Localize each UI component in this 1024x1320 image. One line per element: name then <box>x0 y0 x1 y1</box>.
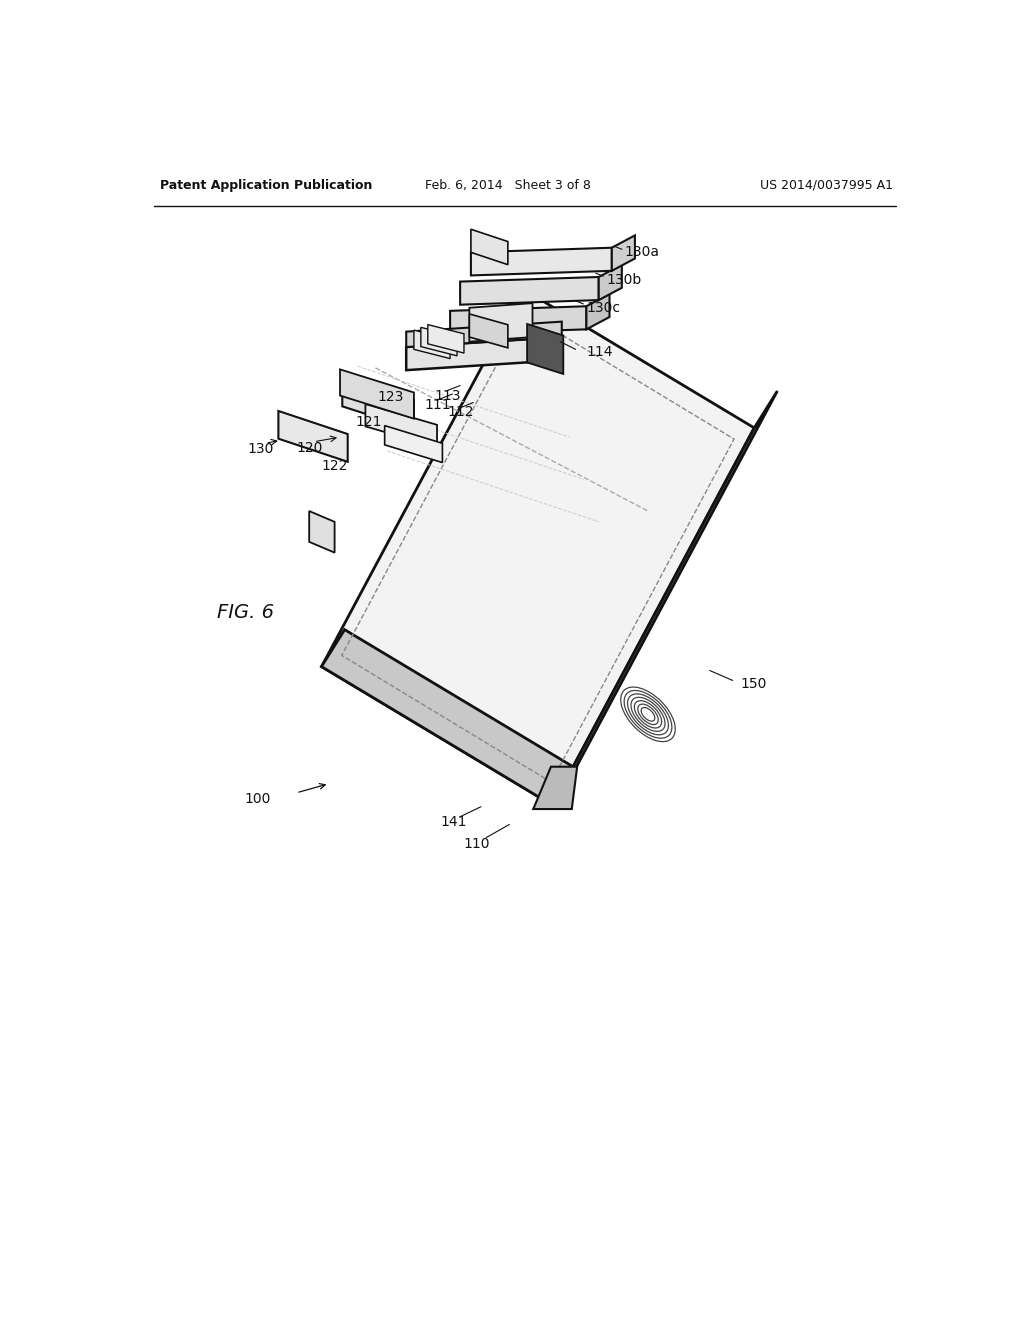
Text: US 2014/0037995 A1: US 2014/0037995 A1 <box>760 178 893 191</box>
Text: 150: 150 <box>740 677 767 690</box>
Polygon shape <box>421 327 457 356</box>
Polygon shape <box>534 767 578 809</box>
Polygon shape <box>342 378 414 429</box>
Polygon shape <box>599 264 622 300</box>
Text: FIG. 6: FIG. 6 <box>217 603 273 622</box>
Text: 122: 122 <box>322 459 348 474</box>
Text: 130b: 130b <box>606 273 642 286</box>
Text: 130c: 130c <box>587 301 621 314</box>
Text: 113: 113 <box>435 388 461 403</box>
Text: 112: 112 <box>447 405 474 420</box>
Text: 123: 123 <box>377 391 403 404</box>
Text: Feb. 6, 2014   Sheet 3 of 8: Feb. 6, 2014 Sheet 3 of 8 <box>425 178 591 191</box>
Polygon shape <box>587 294 609 330</box>
Polygon shape <box>414 330 451 359</box>
Polygon shape <box>322 289 755 805</box>
Polygon shape <box>428 325 464 352</box>
Polygon shape <box>469 304 532 342</box>
Text: 110: 110 <box>463 837 489 850</box>
Polygon shape <box>471 248 611 276</box>
Polygon shape <box>407 337 562 370</box>
Polygon shape <box>527 323 563 374</box>
Polygon shape <box>366 404 437 447</box>
Polygon shape <box>340 370 414 418</box>
Polygon shape <box>471 230 508 264</box>
Text: 120: 120 <box>297 441 324 455</box>
Polygon shape <box>611 235 635 271</box>
Text: 121: 121 <box>355 414 382 429</box>
Polygon shape <box>279 411 348 462</box>
Polygon shape <box>469 314 508 348</box>
Text: 100: 100 <box>245 792 271 807</box>
Text: 111: 111 <box>425 397 452 412</box>
Polygon shape <box>407 322 562 347</box>
Polygon shape <box>451 306 587 334</box>
Text: 130: 130 <box>248 442 274 457</box>
Polygon shape <box>309 511 335 553</box>
Polygon shape <box>322 630 575 805</box>
Text: 141: 141 <box>440 816 467 829</box>
Polygon shape <box>553 391 777 805</box>
Polygon shape <box>460 277 599 305</box>
Text: 130a: 130a <box>625 246 659 259</box>
Polygon shape <box>385 425 442 462</box>
Text: 114: 114 <box>587 346 613 359</box>
Text: Patent Application Publication: Patent Application Publication <box>160 178 372 191</box>
